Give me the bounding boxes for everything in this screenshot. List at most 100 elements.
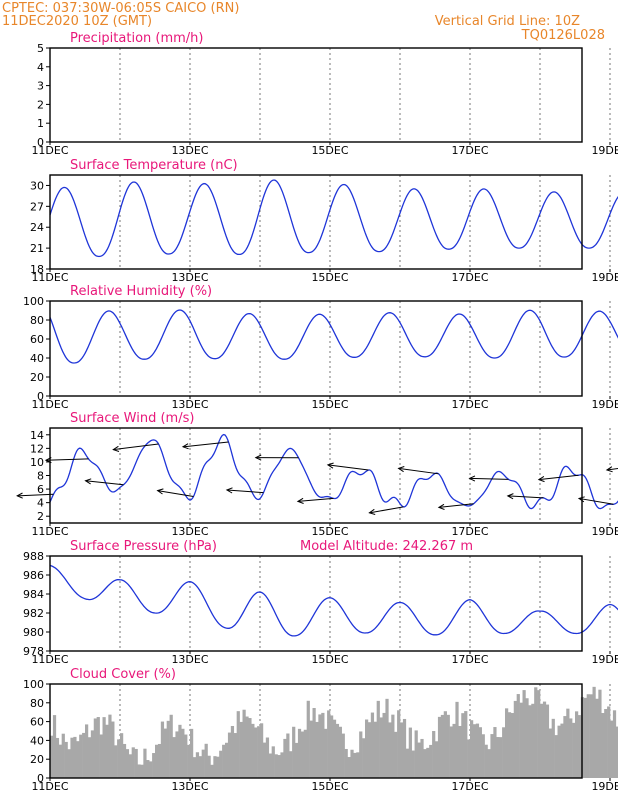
wind-ytick-label: 14 [30,429,44,442]
cloud-bar [429,744,433,778]
temp-xtick-label: 17DEC [451,271,488,284]
cloud-bar [586,694,590,778]
cloud-xtick-label: 15DEC [311,780,348,793]
wind-xtick-label: 13DEC [171,525,208,538]
cloud-bar [551,718,555,778]
cloud-bar [227,732,232,778]
cloud-bar [210,764,214,778]
cloud-bar [295,742,299,778]
cloud-bar [458,725,462,778]
cloud-bar [289,751,293,778]
cloud-bar [496,737,500,778]
cloud-bar [478,727,482,778]
cloud-bar [79,734,83,778]
cloud-bar [382,712,386,778]
cloud-bar [157,743,162,778]
cloud-bar [370,712,375,778]
cloud-bar [417,742,421,778]
cloud-bar [402,718,407,778]
cloud-bar [245,716,249,778]
temp-ytick-label: 21 [30,242,44,255]
cloud-bar [432,731,436,778]
cloud-bar [531,703,535,778]
pressure-frame [49,555,583,652]
cloud-bar [239,721,243,778]
cloud-bar [271,746,275,778]
cloud-bar [184,734,188,778]
cloud-bar [67,749,71,778]
cloud-bar [604,709,608,778]
temp-ytick-label: 18 [30,263,44,276]
cloud-bar [560,723,564,778]
cloud-bar [525,698,529,778]
cloud-bar [122,743,127,778]
cloud-bar [82,732,86,778]
temp-ytick-label: 24 [30,221,44,234]
cloud-bar [318,714,322,778]
wind-arrow [606,467,618,471]
cloud-bar [607,706,611,778]
rh-xtick-label: 15DEC [311,398,348,411]
wind-arrow [538,474,579,481]
cloud-bar [379,717,383,778]
cloud-bar [204,743,208,778]
cloud-bar [569,718,573,778]
cloud-bar [160,721,165,778]
wind-frame [49,427,583,524]
cloud-bar [254,727,258,778]
cloud-bar [592,686,596,778]
cloud-bar [324,728,328,778]
wind-arrow-head [181,443,189,450]
cloud-bar [493,727,497,778]
cloud-bar [332,719,337,778]
cloud-bar [341,733,345,778]
rh-title: Relative Humidity (%) [70,284,212,299]
cloud-bar [251,723,255,778]
cloud-bar [201,749,205,778]
cloud-bar [152,753,156,778]
cloud-bar [359,731,363,778]
cloud-bar [344,748,348,778]
wind-arrow [507,495,544,499]
cloud-bar [519,702,523,778]
cloud-bar [595,698,599,778]
wind-arrow-head [605,466,613,473]
cloud-bar [257,726,261,778]
rh-xtick-label: 17DEC [451,398,488,411]
cloud-bar [297,728,302,778]
header-date: 11DEC2020 10Z (GMT) [2,14,152,29]
cloud-bar [274,754,278,778]
cloud-bar [426,747,430,778]
cloud-bar [213,756,217,778]
precip-ytick-label: 4 [37,61,44,74]
cloud-bar [397,710,401,778]
cloud-bar [166,720,170,778]
rh-ytick-label: 40 [30,352,44,365]
pressure-xtick-label: 11DEC [31,653,68,666]
pressure-xtick-label: 17DEC [451,653,488,666]
cloud-bar [87,737,92,778]
pressure-ytick-label: 978 [23,645,44,658]
header-grid-note: Vertical Grid Line: 10Z [435,14,580,29]
precip-ytick-label: 5 [37,42,44,55]
cloud-bar [353,752,357,778]
pressure-ytick-label: 982 [23,607,44,620]
cloud-bar [248,718,252,778]
header-run-code: TQ0126L028 [521,28,605,43]
cloud-bar [96,717,100,778]
rh-ytick-label: 100 [23,295,44,308]
cloud-frame [49,683,583,779]
cloud-bar [312,707,316,778]
cloud-bar [612,710,617,778]
cloud-bar [499,737,503,778]
wind-arrow [578,497,614,505]
cloud-bar [420,738,424,778]
wind-arrow [157,490,194,498]
cloud-bar [338,726,342,778]
cloud-bar [449,726,453,778]
pressure-ytick-label: 984 [23,588,44,601]
cloud-ytick-label: 40 [30,734,44,747]
